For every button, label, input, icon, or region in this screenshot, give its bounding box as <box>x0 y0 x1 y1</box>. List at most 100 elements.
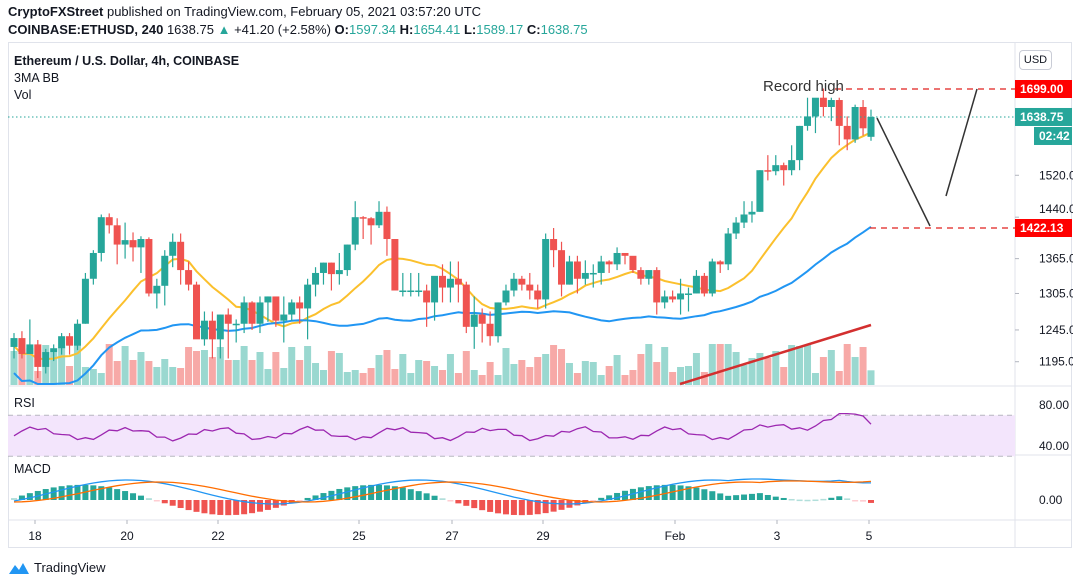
volume-bar <box>200 350 208 385</box>
candle-body <box>335 270 343 275</box>
candles <box>10 88 875 379</box>
volume-bar <box>486 362 494 385</box>
macd-histogram-bar <box>693 487 700 500</box>
macd-histogram-bar <box>161 500 168 504</box>
candle-body <box>732 222 740 234</box>
volume-bar <box>81 367 89 385</box>
macd-histogram-bar <box>58 486 65 500</box>
candle-body <box>526 284 534 291</box>
candle-body <box>232 323 240 326</box>
currency-button[interactable]: USD <box>1019 50 1052 70</box>
x-tick-label: Feb <box>665 529 686 543</box>
volume-bar <box>724 344 732 385</box>
candle-body <box>534 290 542 300</box>
volume-bar <box>661 347 669 385</box>
volume-bar <box>581 361 589 385</box>
candle-body <box>454 278 462 285</box>
volume-bar <box>716 344 724 385</box>
macd-histogram-bar <box>860 500 867 502</box>
candle-body <box>851 106 859 140</box>
ma200-line <box>679 323 872 386</box>
candle-body <box>724 233 732 265</box>
rsi-tick-label: 40.00 <box>1039 439 1069 453</box>
x-tick-label: 5 <box>866 529 873 543</box>
bar-countdown-label: 02:42 <box>1039 129 1070 143</box>
volume-bar <box>677 367 685 385</box>
volume-bar <box>780 367 788 385</box>
volume-bar <box>359 373 367 385</box>
volume-bar <box>224 360 232 385</box>
volume-bar <box>867 370 875 385</box>
volume-bar <box>692 353 700 385</box>
candle-body <box>867 116 875 137</box>
volume-bar <box>518 360 526 385</box>
candle-body <box>573 261 581 279</box>
open-value: 1597.34 <box>349 22 396 37</box>
candle-body <box>66 336 74 346</box>
y-tick-label: 1305.00 <box>1039 286 1073 300</box>
volume-bar <box>185 347 193 385</box>
y-tick-label: 1520.00 <box>1039 168 1073 182</box>
volume-bar <box>843 344 851 385</box>
publisher-name: CryptoFXStreet <box>8 4 104 19</box>
volume-bar <box>240 346 248 385</box>
candle-body <box>280 314 288 321</box>
volume-bar <box>105 344 113 385</box>
candle-body <box>312 272 320 285</box>
rsi-band <box>8 415 1015 457</box>
symbol-info: COINBASE:ETHUSD, 240 1638.75 ▲ +41.20 (+… <box>8 22 588 37</box>
macd-histogram-bar <box>137 495 144 500</box>
macd-histogram <box>11 484 874 516</box>
macd-histogram-bar <box>756 493 763 500</box>
volume-bar <box>510 364 518 385</box>
macd-histogram-bar <box>502 500 509 515</box>
macd-histogram-bar <box>391 486 398 500</box>
candle-body <box>50 348 58 353</box>
macd-label: MACD <box>14 462 51 476</box>
candle-body <box>796 125 804 161</box>
macd-histogram-bar <box>399 487 406 500</box>
candle-body <box>502 290 510 303</box>
rsi-tick-label: 80.00 <box>1039 398 1069 412</box>
volume-bar <box>232 360 240 385</box>
macd-histogram-bar <box>772 496 779 500</box>
macd-histogram-bar <box>455 500 462 504</box>
y-tick-label: 1365.00 <box>1039 252 1073 266</box>
volume-bar <box>613 355 621 385</box>
volume-bar <box>470 370 478 385</box>
candle-body <box>97 217 105 253</box>
macd-histogram-bar <box>534 500 541 515</box>
macd-histogram-bar <box>685 486 692 500</box>
volume-bar <box>700 372 708 385</box>
macd-histogram-bar <box>209 500 216 515</box>
candle-body <box>73 323 81 346</box>
volume-bar <box>153 367 161 385</box>
x-tick-label: 3 <box>774 529 781 543</box>
macd-histogram-bar <box>677 485 684 500</box>
candle-body <box>684 293 692 295</box>
macd-histogram-bar <box>542 500 549 514</box>
tradingview-brand: TradingView <box>34 560 106 575</box>
macd-histogram-bar <box>510 500 517 515</box>
volume-bar <box>351 370 359 385</box>
macd-histogram-bar <box>463 500 470 506</box>
volume-bar <box>804 345 812 385</box>
candle-body <box>264 296 272 303</box>
volume-bar <box>383 350 391 385</box>
candle-body <box>81 278 89 324</box>
chart-frame <box>8 42 1072 548</box>
macd-histogram-bar <box>709 491 716 500</box>
candle-body <box>835 100 843 126</box>
macd-histogram-bar <box>574 500 581 506</box>
volume-bar <box>819 357 827 385</box>
macd-histogram-bar <box>701 489 708 500</box>
macd-histogram-bar <box>407 489 414 500</box>
tradingview-logo[interactable]: TradingView <box>8 560 106 575</box>
candle-body <box>589 272 597 275</box>
candle-body <box>478 314 486 324</box>
macd-histogram-bar <box>614 492 621 500</box>
volume-bar <box>811 373 819 385</box>
volume-bar <box>788 345 796 385</box>
volume-bar <box>399 354 407 385</box>
